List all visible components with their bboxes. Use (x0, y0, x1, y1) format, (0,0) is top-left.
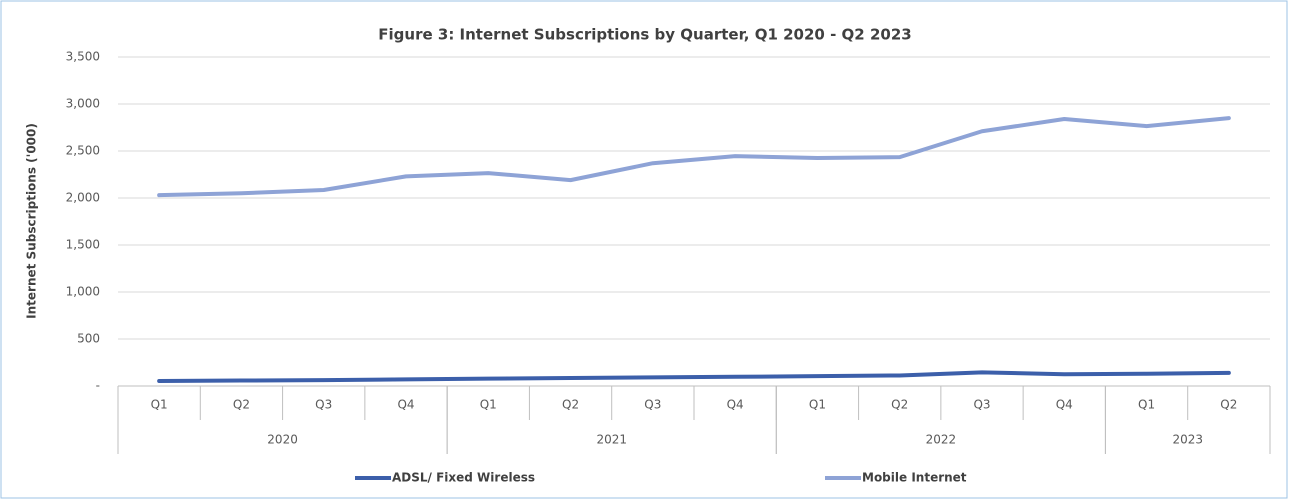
year-label: 2021 (596, 433, 627, 447)
x-tick-label: Q3 (315, 398, 332, 412)
y-tick-label: - (96, 379, 100, 393)
year-label: 2022 (926, 433, 957, 447)
year-label: 2023 (1172, 433, 1203, 447)
x-tick-label: Q2 (891, 398, 908, 412)
x-tick-label: Q1 (1138, 398, 1155, 412)
year-label: 2020 (267, 433, 298, 447)
x-tick-label: Q1 (809, 398, 826, 412)
y-tick-label: 2,500 (66, 144, 100, 158)
legend-label: ADSL/ Fixed Wireless (392, 471, 535, 485)
x-tick-label: Q3 (973, 398, 990, 412)
series-line (157, 370, 1231, 384)
x-tick-label: Q1 (480, 398, 497, 412)
legend-label: Mobile Internet (862, 471, 967, 485)
y-tick-label: 2,000 (66, 191, 100, 205)
y-tick-label: 3,500 (66, 50, 100, 64)
x-tick-label: Q2 (562, 398, 579, 412)
y-tick-label: 1,000 (66, 285, 100, 299)
y-tick-label: 3,000 (66, 97, 100, 111)
x-tick-label: Q2 (233, 398, 250, 412)
y-tick-label: 1,500 (66, 238, 100, 252)
x-tick-label: Q4 (397, 398, 414, 412)
y-tick-label: 500 (77, 332, 100, 346)
x-tick-label: Q4 (1056, 398, 1073, 412)
x-tick-label: Q4 (727, 398, 744, 412)
x-tick-label: Q3 (644, 398, 661, 412)
y-axis-title: Internet Subscriptions ('000) (25, 123, 39, 319)
series-line (157, 116, 1231, 198)
x-tick-label: Q1 (151, 398, 168, 412)
x-tick-label: Q2 (1220, 398, 1237, 412)
chart-title: Figure 3: Internet Subscriptions by Quar… (378, 26, 911, 44)
